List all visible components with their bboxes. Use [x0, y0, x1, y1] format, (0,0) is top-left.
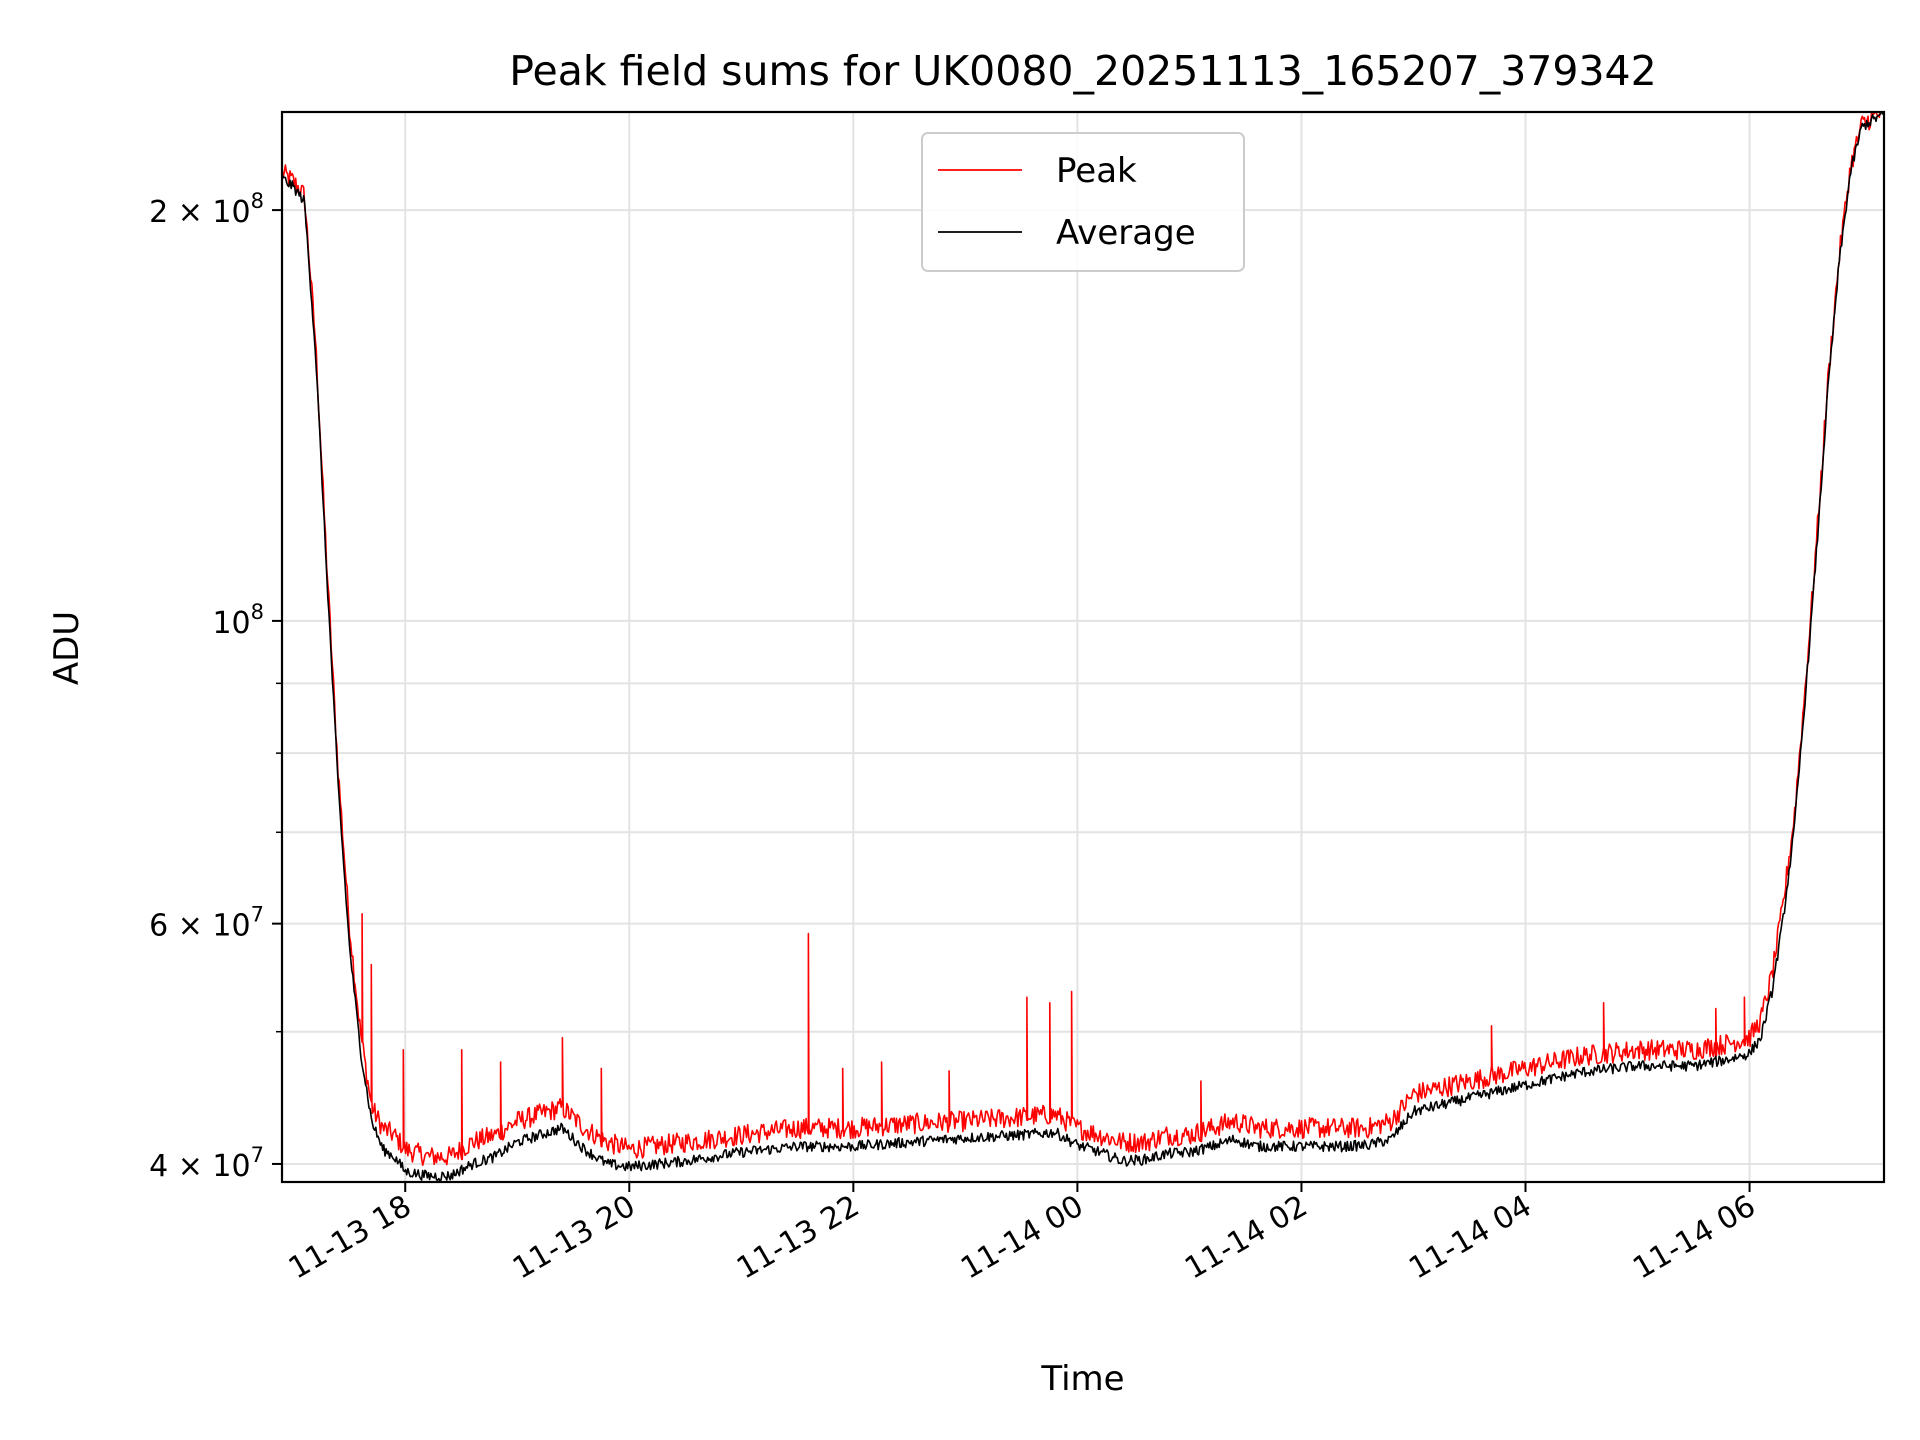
y-tick-label: 6 × 107 — [149, 903, 264, 944]
chart-title: Peak field sums for UK0080_20251113_1652… — [509, 47, 1656, 95]
plot-frame — [280, 110, 1886, 1184]
y-tick-label: 108 — [212, 600, 264, 641]
plot-series — [282, 112, 1884, 1182]
series-line-peak — [282, 112, 1881, 1167]
legend: Peak Average — [921, 132, 1245, 272]
x-axis-title: Time — [1040, 1359, 1124, 1399]
y-axis-title: ADU — [47, 611, 87, 685]
y-axis: 4 × 107 6 × 107 108 2 × 108 — [149, 189, 282, 1184]
legend-label-peak: Peak — [1056, 151, 1137, 191]
y-tick-label: 4 × 107 — [149, 1143, 264, 1184]
legend-box — [921, 132, 1245, 272]
series-line-average — [282, 112, 1884, 1182]
y-tick-label: 2 × 108 — [149, 189, 264, 230]
legend-label-average: Average — [1056, 213, 1196, 253]
